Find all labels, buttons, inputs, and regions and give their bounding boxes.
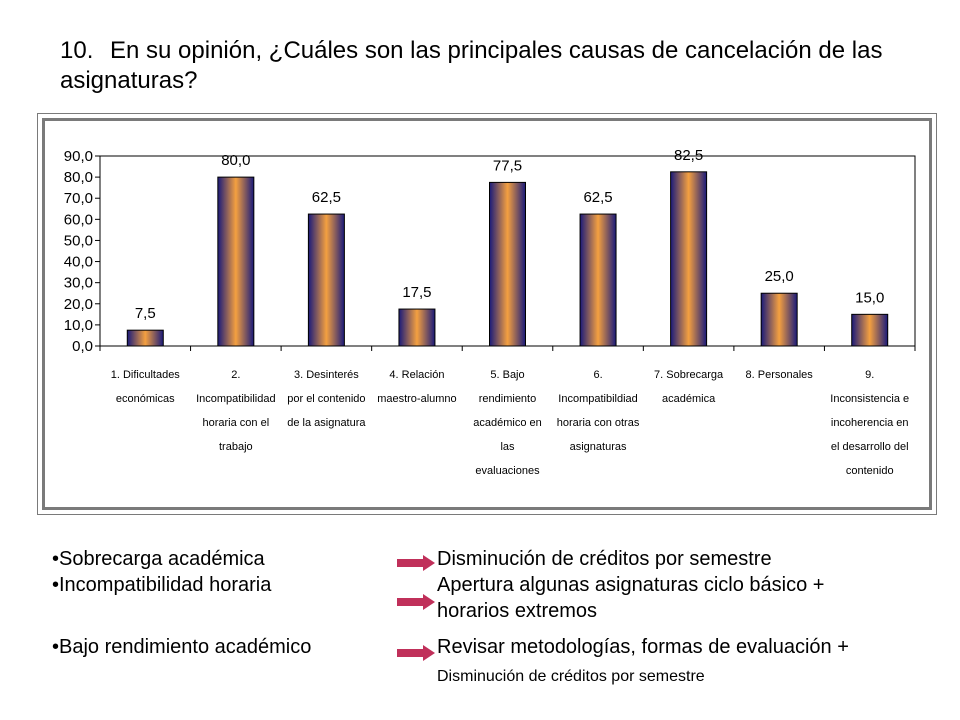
y-tick-label: 90,0 (64, 148, 93, 165)
action-text-cont: horarios extremos (437, 600, 598, 622)
category-label: las (500, 441, 515, 453)
arrow-right-icon (397, 645, 435, 661)
bar (307, 213, 345, 347)
data-label: 62,5 (312, 189, 341, 206)
recommendation-row: •Sobrecarga académica Disminución de cré… (52, 548, 952, 574)
cause-text: •Incompatibilidad horaria (52, 574, 272, 596)
question-number: 10. (60, 37, 94, 64)
category-label: 3. Desinterés (294, 369, 359, 381)
action-text: Revisar metodologías, formas de evaluaci… (437, 636, 849, 658)
bar (126, 329, 164, 347)
category-label: 2. (231, 369, 240, 381)
category-label: Inconsistencia e (830, 393, 909, 405)
category-label: rendimiento (479, 393, 536, 405)
data-label: 25,0 (765, 268, 794, 285)
category-label: académico en (473, 417, 542, 429)
arrow-right-icon (397, 555, 435, 571)
bar (760, 292, 798, 347)
data-label: 7,5 (135, 305, 156, 322)
bar (851, 313, 889, 347)
category-label: 4. Relación (389, 369, 444, 381)
y-tick-label: 20,0 (64, 296, 93, 313)
bar-chart: 0,0 10,0 20,0 30,0 40,0 50,0 60,0 70,0 80,0 90,0 7… (64, 147, 916, 477)
category-label: contenido (846, 465, 894, 477)
category-label: por el contenido (287, 393, 365, 405)
category-label: Incompatibilidad (196, 393, 276, 405)
bar (579, 213, 617, 347)
category-label: evaluaciones (475, 465, 540, 477)
category-label: 1. Dificultades (111, 369, 181, 381)
category-label: incoherencia en (831, 417, 909, 429)
category-label: Incompatibildiad (558, 393, 638, 405)
chart-frame: 0,0 10,0 20,0 30,0 40,0 50,0 60,0 70,0 80,0 90,0 7… (37, 113, 937, 515)
y-tick-label: 80,0 (64, 169, 93, 186)
category-label: de la asignatura (287, 417, 366, 429)
data-label: 15,0 (855, 289, 884, 306)
question-title: 10. En su opinión, ¿Cuáles son las princi… (60, 36, 930, 96)
category-label: 9. (865, 369, 874, 381)
data-label: 80,0 (221, 152, 250, 169)
category-label: 7. Sobrecarga (654, 369, 724, 381)
category-label: económicas (116, 393, 175, 405)
bar (489, 181, 526, 347)
cause-text: •Bajo rendimiento académico (52, 636, 312, 658)
recommendation-row: •Bajo rendimiento académico Revisar meto… (52, 636, 952, 688)
recommendation-row: •Incompatibilidad horaria Apertura algun… (52, 574, 952, 626)
data-label: 62,5 (583, 189, 612, 206)
arrow-right-icon (397, 594, 435, 610)
category-label: horaria con el (203, 417, 270, 429)
category-label: académica (662, 393, 716, 405)
category-label: 6. (593, 369, 602, 381)
chart-frame-inner (42, 118, 932, 510)
category-label: el desarrollo del (831, 441, 909, 453)
y-tick-label: 10,0 (64, 317, 93, 334)
category-label: horaria con otras (557, 417, 640, 429)
action-text: Disminución de créditos por semestre (437, 548, 772, 570)
y-tick-label: 30,0 (64, 275, 93, 292)
y-tick-label: 0,0 (72, 338, 93, 355)
y-tick-label: 70,0 (64, 190, 93, 207)
y-tick-label: 40,0 (64, 254, 93, 271)
category-label: 5. Bajo (490, 369, 524, 381)
question-text: En su opinión, ¿Cuáles son las principal… (60, 37, 883, 94)
bar (398, 308, 436, 347)
action-text-cont: Disminución de créditos por semestre (437, 668, 705, 685)
cause-text: •Sobrecarga académica (52, 548, 265, 570)
data-label: 17,5 (402, 284, 431, 301)
bar (217, 176, 255, 347)
action-text: Apertura algunas asignaturas ciclo básic… (437, 574, 825, 596)
category-label: 8. Personales (746, 369, 814, 381)
data-label: 77,5 (493, 157, 522, 174)
data-label: 82,5 (674, 147, 703, 164)
y-tick-label: 60,0 (64, 211, 93, 228)
category-label: trabajo (219, 441, 253, 453)
category-label: asignaturas (570, 441, 627, 453)
bar (670, 171, 708, 347)
y-tick-label: 50,0 (64, 232, 93, 249)
category-label: maestro-alumno (377, 393, 456, 405)
